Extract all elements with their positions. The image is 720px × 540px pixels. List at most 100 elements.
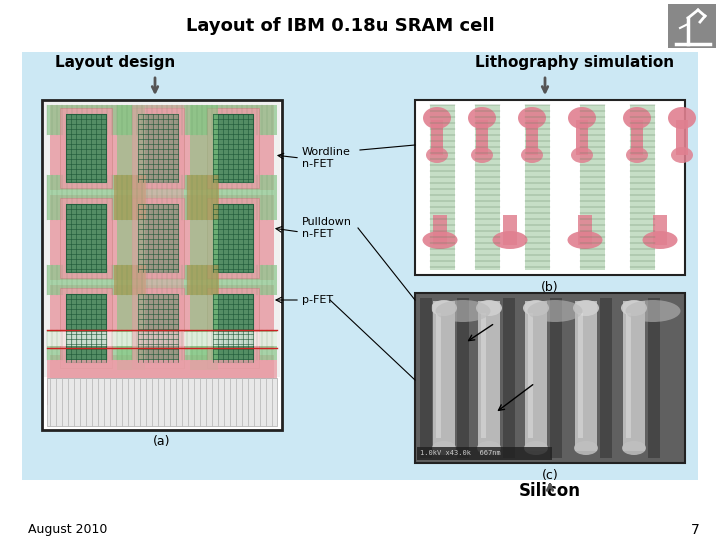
Bar <box>47 330 277 360</box>
Ellipse shape <box>626 300 680 322</box>
Ellipse shape <box>668 107 696 129</box>
Text: Layout design: Layout design <box>55 56 175 71</box>
Text: August 2010: August 2010 <box>28 523 107 537</box>
Text: Wordline
n-FET: Wordline n-FET <box>302 147 351 169</box>
Bar <box>47 378 277 426</box>
Ellipse shape <box>476 300 502 316</box>
Ellipse shape <box>432 441 456 455</box>
Ellipse shape <box>423 231 457 249</box>
Bar <box>50 105 274 190</box>
Bar <box>415 293 685 463</box>
Bar <box>600 298 612 458</box>
Bar <box>132 198 184 278</box>
Ellipse shape <box>524 441 548 455</box>
Text: Lithography simulation: Lithography simulation <box>475 56 674 71</box>
Bar <box>47 360 277 405</box>
Bar <box>60 198 112 278</box>
Bar <box>47 332 277 346</box>
Bar <box>626 313 631 438</box>
Bar <box>433 215 447 245</box>
Ellipse shape <box>626 147 648 163</box>
Bar <box>60 108 112 188</box>
Bar <box>580 105 605 270</box>
Bar <box>213 204 253 272</box>
Bar <box>132 288 184 368</box>
Bar <box>207 288 259 368</box>
Ellipse shape <box>574 441 598 455</box>
Bar <box>114 175 146 220</box>
Ellipse shape <box>423 107 451 129</box>
Ellipse shape <box>477 441 501 455</box>
Bar <box>431 120 443 155</box>
Bar <box>60 288 112 368</box>
Bar <box>478 301 500 451</box>
Ellipse shape <box>528 300 582 322</box>
Bar <box>50 285 274 350</box>
Text: p-FET: p-FET <box>302 295 333 305</box>
Bar <box>138 114 178 182</box>
Bar <box>503 215 517 245</box>
Bar <box>528 313 533 438</box>
Text: (b): (b) <box>541 281 559 294</box>
Bar <box>415 100 685 275</box>
Ellipse shape <box>642 231 678 249</box>
Ellipse shape <box>568 107 596 129</box>
Bar <box>138 294 178 362</box>
Text: (c): (c) <box>541 469 559 483</box>
Ellipse shape <box>623 107 651 129</box>
Bar <box>417 447 552 460</box>
Bar <box>47 265 277 295</box>
Bar <box>132 108 184 188</box>
Ellipse shape <box>573 300 599 316</box>
Text: Pulldown
n-FET: Pulldown n-FET <box>302 217 352 239</box>
Bar <box>132 105 184 370</box>
Text: 1.0kV x43.0k  667nm: 1.0kV x43.0k 667nm <box>420 450 500 456</box>
Ellipse shape <box>431 300 457 316</box>
Bar <box>66 204 106 272</box>
Bar <box>526 120 538 155</box>
Bar <box>578 313 583 438</box>
Bar <box>653 215 667 245</box>
Ellipse shape <box>671 147 693 163</box>
Ellipse shape <box>523 300 549 316</box>
Ellipse shape <box>521 147 543 163</box>
Bar <box>138 204 178 272</box>
Bar <box>22 52 698 480</box>
Ellipse shape <box>567 231 603 249</box>
Bar <box>631 120 643 155</box>
Bar <box>213 294 253 362</box>
Bar <box>623 301 645 451</box>
Ellipse shape <box>571 147 593 163</box>
Bar <box>436 313 441 438</box>
Bar <box>475 105 500 270</box>
Ellipse shape <box>468 107 496 129</box>
Ellipse shape <box>492 231 528 249</box>
Bar <box>578 215 592 245</box>
Bar <box>66 294 106 362</box>
Ellipse shape <box>621 300 647 316</box>
Bar <box>213 114 253 182</box>
Bar <box>187 265 219 295</box>
Bar <box>575 301 597 451</box>
Bar <box>44 102 280 377</box>
Bar <box>668 4 716 48</box>
Bar <box>207 198 259 278</box>
Ellipse shape <box>518 107 546 129</box>
Ellipse shape <box>622 441 646 455</box>
Bar <box>433 301 455 451</box>
Bar <box>576 120 588 155</box>
Bar <box>207 108 259 188</box>
Bar <box>476 120 488 155</box>
Ellipse shape <box>426 147 448 163</box>
Bar <box>114 265 146 295</box>
Bar <box>630 105 655 270</box>
Bar <box>525 301 547 451</box>
Bar <box>117 105 145 370</box>
Text: Layout of IBM 0.18u SRAM cell: Layout of IBM 0.18u SRAM cell <box>186 17 495 35</box>
Bar <box>47 105 277 135</box>
Bar <box>676 120 688 155</box>
Ellipse shape <box>471 147 493 163</box>
Bar <box>190 105 218 370</box>
Bar <box>430 105 455 270</box>
Bar <box>648 298 660 458</box>
